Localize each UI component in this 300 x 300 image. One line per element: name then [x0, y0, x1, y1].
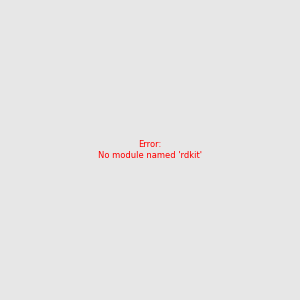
Text: Error:
No module named 'rdkit': Error: No module named 'rdkit' — [98, 140, 202, 160]
